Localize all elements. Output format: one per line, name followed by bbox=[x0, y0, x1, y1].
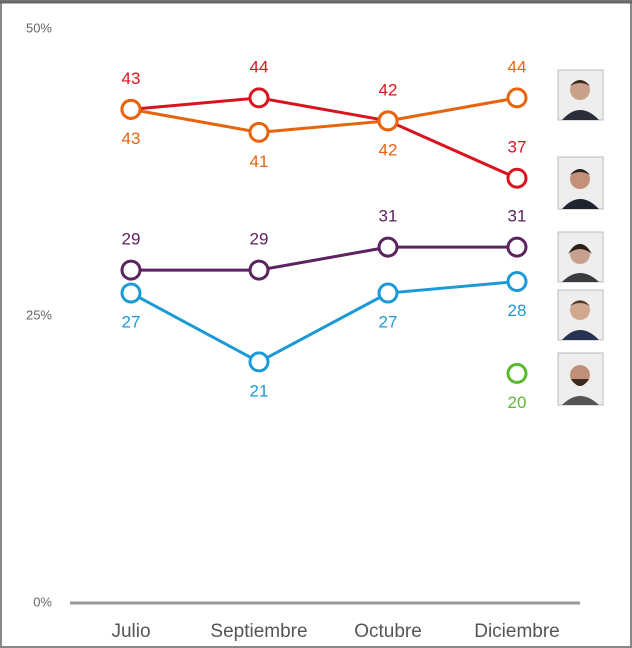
value-label: 28 bbox=[508, 301, 527, 320]
portrait bbox=[557, 231, 604, 283]
portrait bbox=[557, 69, 604, 121]
point bbox=[506, 236, 528, 258]
value-label: 43 bbox=[122, 129, 141, 148]
series-line bbox=[130, 96, 518, 180]
point bbox=[506, 362, 528, 384]
y-tick-label: 25% bbox=[26, 307, 52, 322]
x-tick-label: Octubre bbox=[354, 621, 422, 642]
value-label: 42 bbox=[379, 140, 398, 159]
value-label: 42 bbox=[379, 80, 398, 99]
point bbox=[377, 236, 399, 258]
point bbox=[120, 98, 142, 120]
value-label: 31 bbox=[508, 207, 527, 226]
portrait bbox=[557, 352, 604, 406]
value-label: 29 bbox=[250, 230, 269, 249]
x-tick-label: Septiembre bbox=[210, 621, 307, 642]
value-label: 20 bbox=[508, 393, 527, 412]
series-line bbox=[131, 245, 517, 272]
x-tick-label: Diciembre bbox=[474, 621, 560, 642]
value-label: 31 bbox=[379, 207, 398, 226]
value-label: 43 bbox=[122, 69, 141, 88]
point bbox=[506, 271, 528, 293]
point bbox=[506, 167, 528, 189]
point bbox=[506, 87, 528, 109]
x-tick-label: Julio bbox=[111, 621, 150, 642]
value-label: 27 bbox=[122, 313, 141, 332]
point bbox=[377, 282, 399, 304]
point bbox=[248, 351, 270, 373]
value-label: 27 bbox=[379, 313, 398, 332]
value-label: 44 bbox=[508, 57, 527, 76]
point bbox=[120, 282, 142, 304]
value-label: 44 bbox=[250, 57, 269, 76]
portrait bbox=[557, 289, 604, 341]
portraits bbox=[557, 69, 604, 406]
series-line bbox=[130, 96, 518, 134]
series-line bbox=[130, 280, 518, 364]
point bbox=[248, 87, 270, 109]
value-label: 37 bbox=[508, 138, 527, 157]
point bbox=[377, 110, 399, 132]
y-tick-label: 0% bbox=[33, 594, 52, 609]
value-label: 29 bbox=[122, 230, 141, 249]
value-label: 41 bbox=[250, 152, 269, 171]
point bbox=[120, 259, 142, 281]
y-tick-label: 50% bbox=[26, 20, 52, 35]
value-label: 21 bbox=[250, 381, 269, 400]
point bbox=[248, 259, 270, 281]
point bbox=[248, 121, 270, 143]
portrait bbox=[557, 156, 604, 210]
